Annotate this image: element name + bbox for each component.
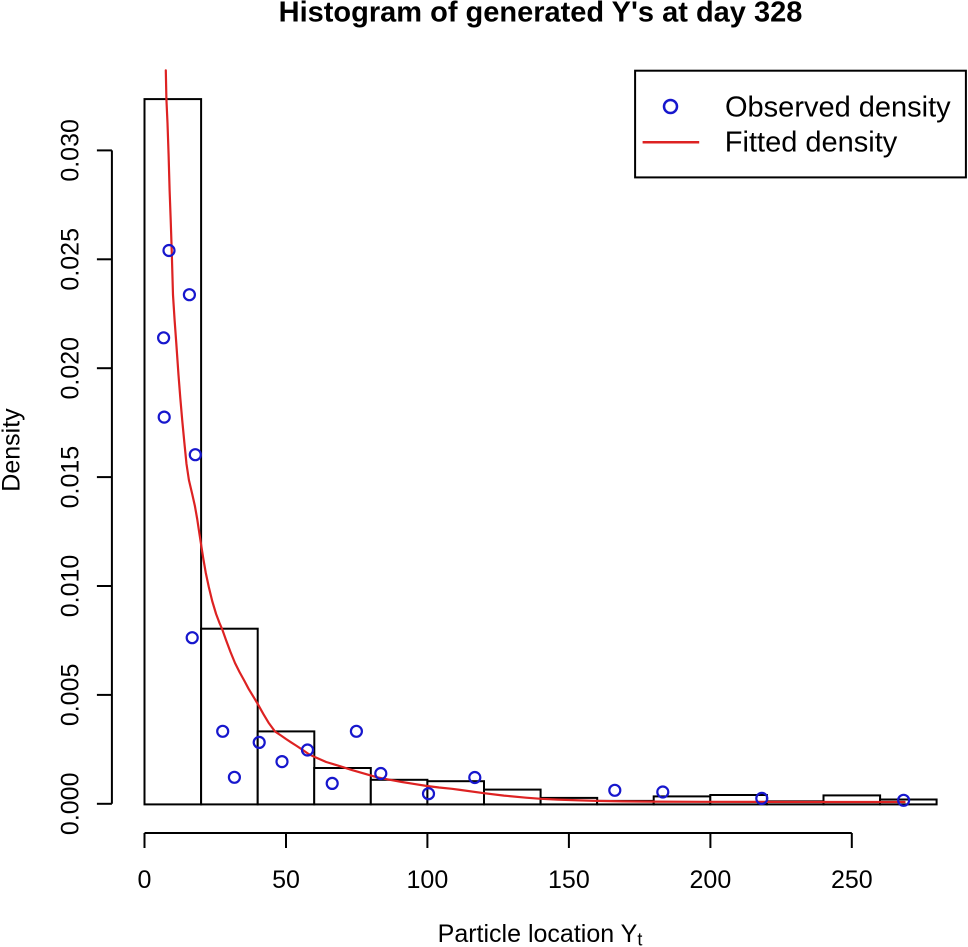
svg-text:0.020: 0.020: [57, 337, 85, 400]
svg-text:150: 150: [548, 866, 590, 894]
svg-text:Fitted density: Fitted density: [725, 127, 898, 159]
svg-text:Particle location Yt: Particle location Yt: [438, 920, 643, 947]
svg-text:200: 200: [690, 866, 732, 894]
svg-text:0.005: 0.005: [57, 664, 85, 727]
svg-text:0.025: 0.025: [57, 228, 85, 291]
svg-text:0.030: 0.030: [57, 119, 85, 182]
svg-text:0.010: 0.010: [57, 555, 85, 618]
svg-text:0.000: 0.000: [57, 773, 85, 836]
svg-text:250: 250: [831, 866, 873, 894]
svg-text:50: 50: [272, 866, 300, 894]
svg-text:Histogram of generated Y's at: Histogram of generated Y's at day 328: [279, 0, 803, 28]
svg-text:0: 0: [138, 866, 152, 894]
svg-text:Density: Density: [0, 408, 26, 492]
svg-text:0.015: 0.015: [57, 446, 85, 509]
svg-text:100: 100: [407, 866, 449, 894]
svg-text:Observed density: Observed density: [725, 92, 951, 124]
